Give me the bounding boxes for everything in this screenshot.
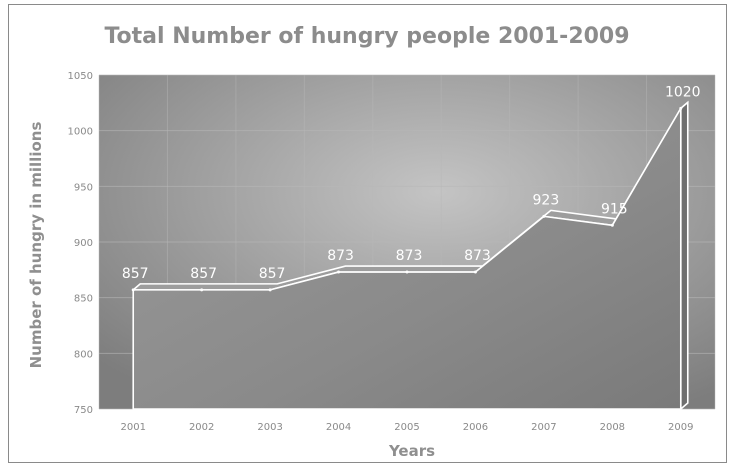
data-point-2003	[268, 288, 272, 292]
data-label-2009: 1020	[665, 84, 701, 100]
data-label-2006: 873	[464, 248, 491, 264]
data-point-2001	[131, 288, 135, 292]
data-label-2003: 857	[259, 266, 286, 282]
data-point-2009	[679, 106, 683, 110]
x-tick-label: 2001	[120, 422, 145, 433]
y-axis-title: Number of hungry in millions	[27, 122, 45, 369]
y-tick-label: 1050	[68, 71, 93, 82]
x-axis-title: Years	[388, 442, 435, 460]
data-label-2008: 915	[601, 201, 628, 217]
x-tick-label: 2009	[668, 422, 693, 433]
data-label-2007: 923	[533, 192, 560, 208]
x-tick-label: 2003	[257, 422, 282, 433]
y-tick-label: 900	[74, 238, 93, 249]
area-front	[132, 107, 682, 410]
series-area	[131, 100, 689, 411]
y-axis-ticks: 750 800 850 900 950 1000 1050	[68, 71, 93, 416]
data-label-2001: 857	[122, 266, 149, 282]
y-tick-label: 750	[74, 405, 93, 416]
x-tick-label: 2002	[189, 422, 214, 433]
area-side-face	[679, 100, 689, 411]
data-label-2005: 873	[396, 248, 423, 264]
x-tick-label: 2005	[394, 422, 419, 433]
y-tick-label: 1000	[68, 127, 93, 138]
data-point-2007	[542, 214, 546, 218]
data-label-2004: 873	[327, 248, 354, 264]
chart-frame: Total Number of hungry people 2001-2009 …	[8, 4, 727, 463]
x-tick-label: 2007	[531, 422, 556, 433]
area-chart: Total Number of hungry people 2001-2009 …	[27, 24, 716, 460]
chart-title: Total Number of hungry people 2001-2009	[104, 24, 629, 49]
data-point-2005	[405, 270, 409, 274]
data-label-2002: 857	[190, 266, 217, 282]
x-tick-label: 2004	[326, 422, 351, 433]
y-tick-label: 800	[74, 349, 93, 360]
y-tick-label: 850	[74, 294, 93, 305]
data-point-2006	[473, 270, 477, 274]
x-tick-label: 2006	[463, 422, 488, 433]
x-tick-label: 2008	[600, 422, 625, 433]
x-axis-ticks: 2001 2002 2003 2004 2005 2006 2007 2008 2009	[120, 422, 693, 433]
data-point-2002	[200, 288, 204, 292]
data-labels: 857 857 857 873 873 873 923 915 1020	[122, 84, 701, 281]
data-point-2008	[610, 223, 614, 227]
y-tick-label: 950	[74, 182, 93, 193]
data-point-2004	[337, 270, 341, 274]
